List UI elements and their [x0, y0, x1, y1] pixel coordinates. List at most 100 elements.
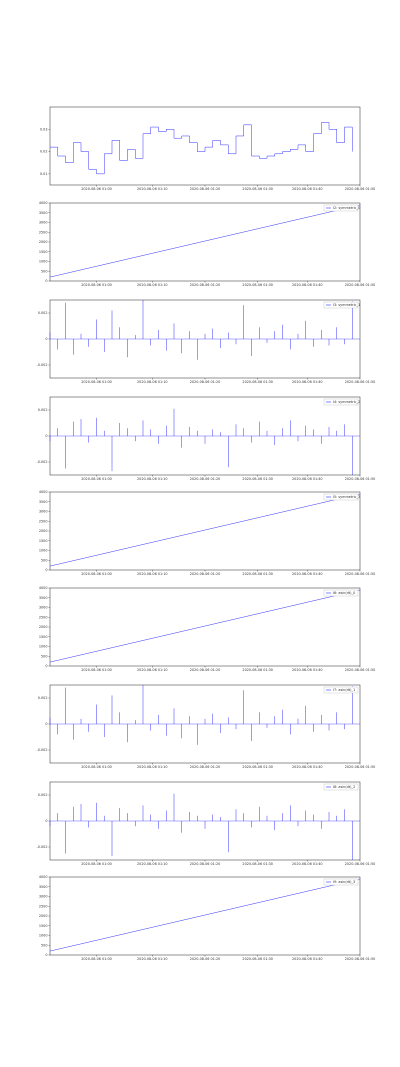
x-tick-label: 2020-08-06 01:20 [190, 477, 221, 481]
y-tick-label: 1500 [39, 924, 48, 928]
y-tick-label: 0 [45, 722, 47, 726]
legend-label: I8: asin(dt)_2 [333, 785, 355, 789]
x-tick-label: 2020-08-06 01:00 [81, 668, 112, 672]
x-tick-label: 2020-08-06 01:00 [81, 572, 112, 576]
legend-box [323, 493, 359, 501]
x-tick-label: 2020-08-06 01:00 [81, 957, 112, 961]
plot-frame [49, 876, 361, 956]
x-tick-label: 2020-08-06 01:30 [242, 187, 273, 191]
y-tick-label: 0 [45, 664, 47, 668]
x-tick-label: 2020-08-06 01:50 [345, 765, 376, 769]
line [49, 493, 361, 567]
x-tick-label: 2020-08-06 01:40 [292, 862, 323, 866]
x-tick-label: 2020-08-06 01:30 [242, 862, 273, 866]
y-tick-label: 0.002 [38, 696, 48, 700]
legend-label: I3: symmetric_1 [333, 303, 360, 307]
x-tick-label: 2020-08-06 01:20 [190, 765, 221, 769]
y-tick-label: 500 [41, 269, 47, 273]
x-tick-label: 2020-08-06 01:10 [137, 283, 168, 287]
x-tick-label: 2020-08-06 01:40 [292, 187, 323, 191]
y-tick-label: 0 [45, 337, 47, 341]
x-tick-label: 2020-08-06 01:40 [292, 668, 323, 672]
line [49, 589, 361, 663]
x-tick-label: 2020-08-06 01:40 [292, 477, 323, 481]
y-tick-label: 1500 [39, 250, 48, 254]
y-tick-label: 500 [41, 943, 47, 947]
legend-label: I4: symmetric_2 [333, 400, 360, 404]
x-tick-label: 2020-08-06 01:50 [345, 380, 376, 384]
legend-label: I9: asin(dt)_3 [333, 880, 355, 884]
y-tick-label: 1500 [39, 635, 48, 639]
y-tick-label: -0.002 [37, 845, 48, 849]
y-tick-label: 3000 [39, 510, 48, 514]
legend-box [323, 686, 359, 694]
step-line [50, 122, 353, 175]
y-tick-label: 500 [41, 558, 47, 562]
legend-box [323, 301, 359, 309]
legend-box [323, 204, 359, 212]
x-tick-label: 2020-08-06 01:10 [137, 380, 168, 384]
y-tick-label: 1000 [39, 260, 48, 264]
x-tick-label: 2020-08-06 01:40 [292, 765, 323, 769]
y-tick-label: 0.02 [40, 150, 48, 154]
x-tick-label: 2020-08-06 01:00 [81, 187, 112, 191]
x-tick-label: 2020-08-06 01:00 [81, 862, 112, 866]
y-tick-label: 2000 [39, 914, 48, 918]
y-tick-label: 1000 [39, 934, 48, 938]
y-tick-label: 0.002 [38, 311, 48, 315]
y-tick-label: -0.002 [37, 363, 48, 367]
x-tick-label: 2020-08-06 01:40 [292, 380, 323, 384]
y-tick-label: 0 [45, 953, 47, 957]
y-tick-label: 3000 [39, 221, 48, 225]
x-tick-label: 2020-08-06 01:10 [137, 862, 168, 866]
x-tick-label: 2020-08-06 01:20 [190, 380, 221, 384]
x-tick-label: 2020-08-06 01:40 [292, 957, 323, 961]
x-tick-label: 2020-08-06 01:20 [190, 572, 221, 576]
x-tick-label: 2020-08-06 01:10 [137, 668, 168, 672]
y-tick-label: 4000 [39, 875, 48, 879]
x-tick-label: 2020-08-06 01:50 [345, 572, 376, 576]
y-tick-label: 4000 [39, 201, 48, 205]
y-tick-label: 0.03 [40, 127, 48, 131]
x-tick-label: 2020-08-06 01:20 [190, 862, 221, 866]
legend-box [323, 878, 359, 886]
line [49, 204, 361, 278]
x-tick-label: 2020-08-06 01:10 [137, 957, 168, 961]
y-tick-label: 2500 [39, 615, 48, 619]
y-tick-label: 0 [45, 279, 47, 283]
x-tick-label: 2020-08-06 01:50 [345, 957, 376, 961]
x-tick-label: 2020-08-06 01:00 [81, 765, 112, 769]
legend-box [323, 589, 359, 597]
x-tick-label: 2020-08-06 01:10 [137, 765, 168, 769]
plot-frame [49, 491, 361, 571]
y-tick-label: 4000 [39, 490, 48, 494]
y-tick-label: -0.002 [37, 748, 48, 752]
x-tick-label: 2020-08-06 01:10 [137, 572, 168, 576]
legend-box [323, 398, 359, 406]
x-tick-label: 2020-08-06 01:30 [242, 957, 273, 961]
y-tick-label: -0.002 [37, 460, 48, 464]
plot-frame [49, 587, 361, 667]
x-tick-label: 2020-08-06 01:00 [81, 380, 112, 384]
y-tick-label: 2500 [39, 519, 48, 523]
x-tick-label: 2020-08-06 01:10 [137, 477, 168, 481]
y-tick-label: 2000 [39, 625, 48, 629]
y-tick-label: 3000 [39, 606, 48, 610]
x-tick-label: 2020-08-06 01:30 [242, 283, 273, 287]
x-tick-label: 2020-08-06 01:50 [345, 477, 376, 481]
x-tick-label: 2020-08-06 01:00 [81, 477, 112, 481]
x-tick-label: 2020-08-06 01:50 [345, 187, 376, 191]
y-tick-label: 0 [45, 434, 47, 438]
x-tick-label: 2020-08-06 01:30 [242, 477, 273, 481]
x-tick-label: 2020-08-06 01:20 [190, 187, 221, 191]
y-tick-label: 3500 [39, 211, 48, 215]
y-tick-label: 0 [45, 568, 47, 572]
legend-label: I6: asin(dt)_0 [333, 591, 355, 595]
y-tick-label: 500 [41, 654, 47, 658]
y-tick-label: 1000 [39, 645, 48, 649]
y-tick-label: 0.002 [38, 793, 48, 797]
y-tick-label: 0 [45, 819, 47, 823]
x-tick-label: 2020-08-06 01:30 [242, 572, 273, 576]
x-tick-label: 2020-08-06 01:50 [345, 283, 376, 287]
